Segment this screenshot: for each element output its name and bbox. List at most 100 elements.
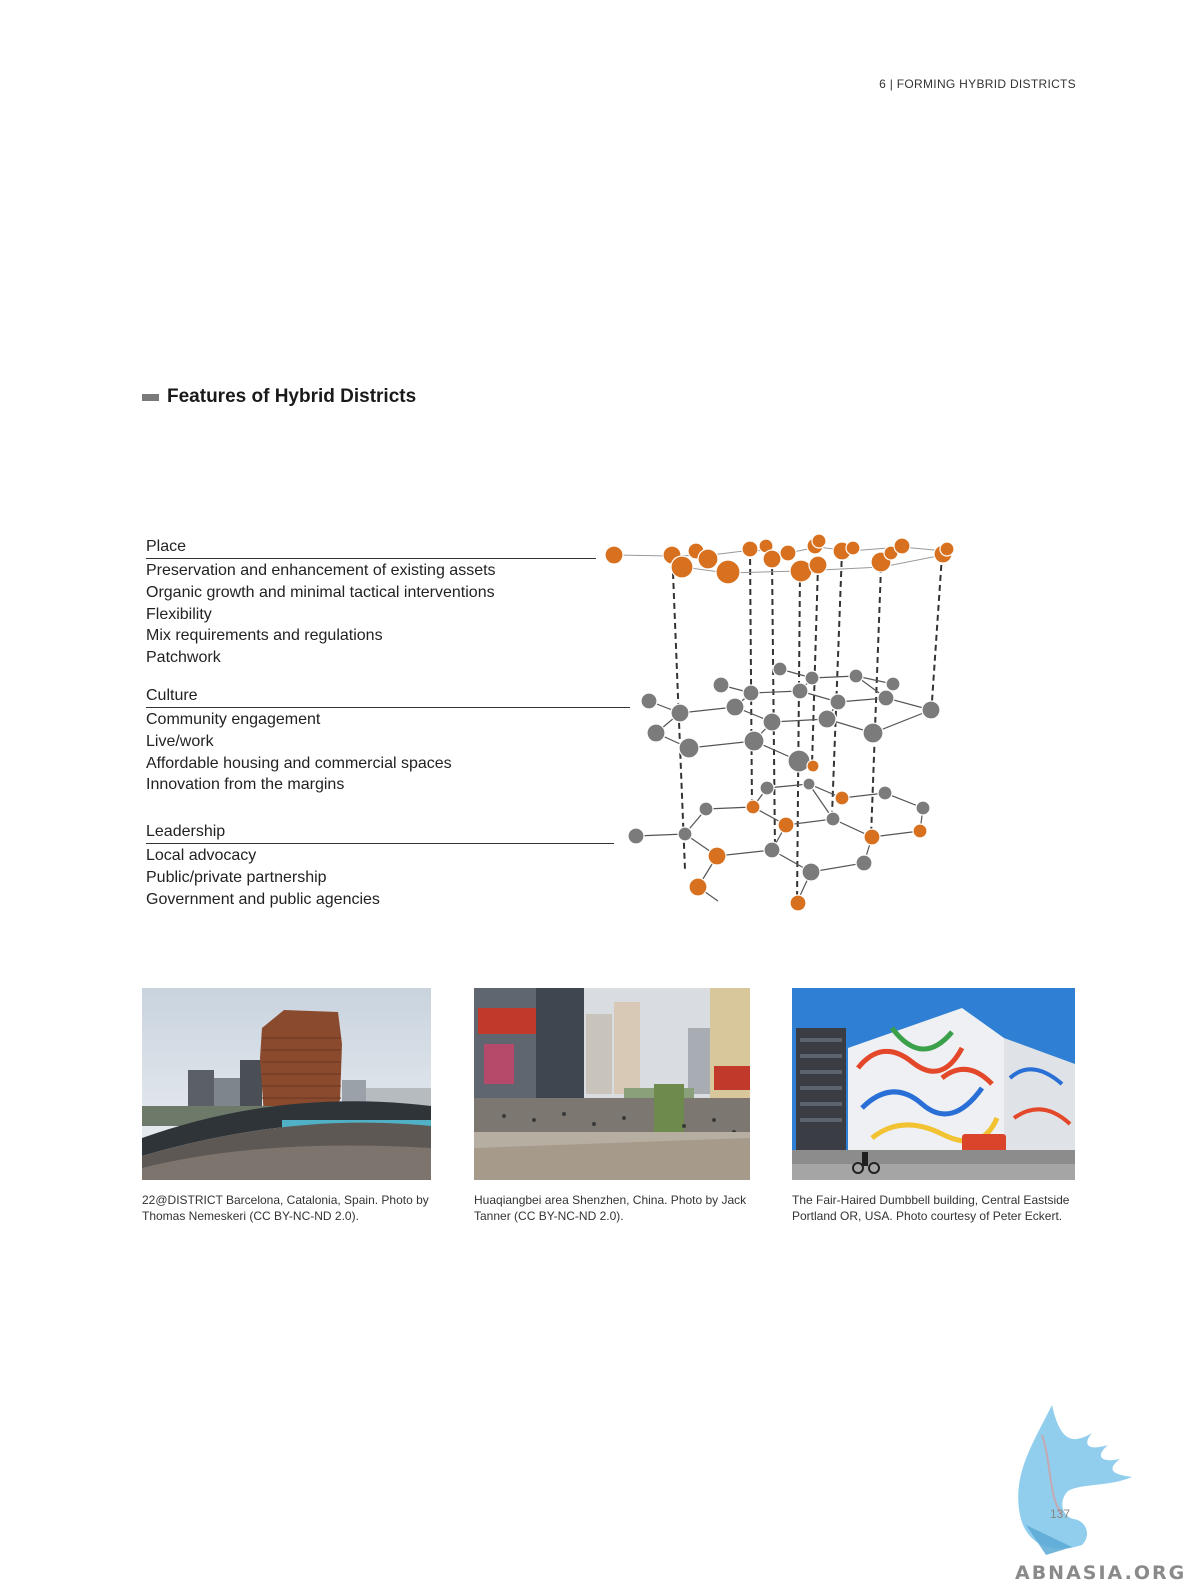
network-node bbox=[646, 723, 666, 743]
network-node bbox=[834, 790, 850, 806]
network-node bbox=[712, 676, 730, 694]
network-node bbox=[742, 684, 760, 702]
group-title-leadership: Leadership bbox=[146, 822, 614, 844]
network-node bbox=[787, 749, 811, 773]
dashed-connector bbox=[796, 570, 801, 904]
network-node bbox=[939, 541, 955, 557]
dashed-connectors bbox=[672, 548, 943, 904]
leadership-layer bbox=[627, 777, 931, 912]
place-layer bbox=[604, 533, 955, 585]
network-node bbox=[855, 854, 873, 872]
network-node bbox=[863, 828, 881, 846]
list-item: Government and public agencies bbox=[146, 890, 380, 908]
network-node bbox=[915, 800, 931, 816]
network-node bbox=[759, 780, 775, 796]
network-node bbox=[789, 894, 807, 912]
network-node bbox=[627, 827, 645, 845]
network-node bbox=[741, 540, 759, 558]
network-node bbox=[817, 709, 837, 729]
network-node bbox=[762, 549, 782, 569]
watermark-logo bbox=[1018, 1405, 1132, 1555]
network-node bbox=[640, 692, 658, 710]
feature-group-place: Place Preservation and enhancement of ex… bbox=[146, 537, 596, 669]
heading-marker bbox=[142, 393, 159, 401]
network-node bbox=[688, 877, 708, 897]
section-title: Features of Hybrid Districts bbox=[167, 386, 417, 407]
network-node bbox=[791, 682, 809, 700]
list-item: Organic growth and minimal tactical inte… bbox=[146, 583, 495, 601]
list-item: Local advocacy bbox=[146, 847, 257, 864]
page-number: 137 bbox=[1050, 1507, 1071, 1521]
network-node bbox=[678, 737, 700, 759]
network-node bbox=[877, 785, 893, 801]
network-node bbox=[772, 661, 788, 677]
network-node bbox=[779, 544, 797, 562]
network-edge bbox=[771, 836, 873, 873]
caption-shenzhen: Huaqiangbei area Shenzhen, China. Photo … bbox=[474, 1193, 747, 1223]
network-node bbox=[808, 555, 828, 575]
list-item: Community engagement bbox=[146, 711, 321, 728]
network-node bbox=[862, 722, 884, 744]
network-node bbox=[715, 559, 741, 585]
network-node bbox=[743, 730, 765, 752]
list-item: Preservation and enhancement of existing… bbox=[146, 562, 496, 579]
network-node bbox=[670, 555, 694, 579]
network-node bbox=[845, 540, 861, 556]
group-list-leadership: Local advocacy Public/private partnershi… bbox=[146, 845, 614, 910]
network-node bbox=[811, 533, 827, 549]
dashed-connector bbox=[870, 566, 882, 838]
hybrid-network-diagram bbox=[604, 533, 955, 912]
group-list-place: Preservation and enhancement of existing… bbox=[146, 560, 596, 669]
network-node bbox=[829, 693, 847, 711]
list-item: Mix requirements and regulations bbox=[146, 627, 383, 645]
group-title-culture: Culture bbox=[146, 686, 630, 708]
caption-barcelona: 22@DISTRICT Barcelona, Catalonia, Spain.… bbox=[142, 1193, 429, 1223]
network-node bbox=[877, 689, 895, 707]
watermark-text: ABNASIA.ORG bbox=[1015, 1562, 1187, 1584]
caption-portland: The Fair-Haired Dumbbell building, Centr… bbox=[792, 1193, 1070, 1223]
network-node bbox=[912, 823, 928, 839]
dashed-connector bbox=[811, 564, 819, 766]
dashed-connector bbox=[831, 550, 843, 816]
network-node bbox=[670, 703, 690, 723]
dashed-connector bbox=[749, 548, 753, 809]
network-node bbox=[893, 537, 911, 555]
culture-layer bbox=[640, 661, 941, 773]
photo-portland bbox=[792, 988, 1075, 1180]
network-node bbox=[777, 816, 795, 834]
section-heading: Features of Hybrid Districts bbox=[142, 386, 416, 408]
network-node bbox=[825, 811, 841, 827]
network-node bbox=[806, 759, 820, 773]
network-node bbox=[801, 862, 821, 882]
network-node bbox=[763, 841, 781, 859]
photo-barcelona bbox=[142, 988, 431, 1180]
network-node bbox=[802, 777, 816, 791]
list-item: Public/private partnership bbox=[146, 868, 327, 886]
photo-shenzhen bbox=[474, 988, 750, 1180]
group-title-place: Place bbox=[146, 537, 596, 559]
dashed-connector bbox=[771, 558, 776, 851]
list-item: Patchwork bbox=[146, 649, 221, 667]
network-node bbox=[921, 700, 941, 720]
network-node bbox=[698, 801, 714, 817]
list-item: Live/work bbox=[146, 732, 214, 750]
network-node bbox=[725, 697, 745, 717]
network-node bbox=[885, 676, 901, 692]
network-node bbox=[707, 846, 727, 866]
network-node bbox=[745, 799, 761, 815]
network-node bbox=[762, 712, 782, 732]
network-node bbox=[697, 548, 719, 570]
dashed-connector bbox=[930, 554, 943, 717]
network-node bbox=[604, 545, 624, 565]
feature-group-culture: Culture Community engagement Live/work A… bbox=[146, 686, 630, 796]
group-list-culture: Community engagement Live/work Affordabl… bbox=[146, 709, 630, 796]
network-node bbox=[848, 668, 864, 684]
network-node bbox=[677, 826, 693, 842]
list-item: Affordable housing and commercial spaces bbox=[146, 754, 452, 772]
feature-group-leadership: Leadership Local advocacy Public/private… bbox=[146, 822, 614, 910]
network-node bbox=[804, 670, 820, 686]
list-item: Innovation from the margins bbox=[146, 776, 345, 794]
network-edge bbox=[655, 732, 800, 762]
running-head: 6 | FORMING HYBRID DISTRICTS bbox=[879, 77, 1076, 91]
list-item: Flexibility bbox=[146, 605, 212, 623]
